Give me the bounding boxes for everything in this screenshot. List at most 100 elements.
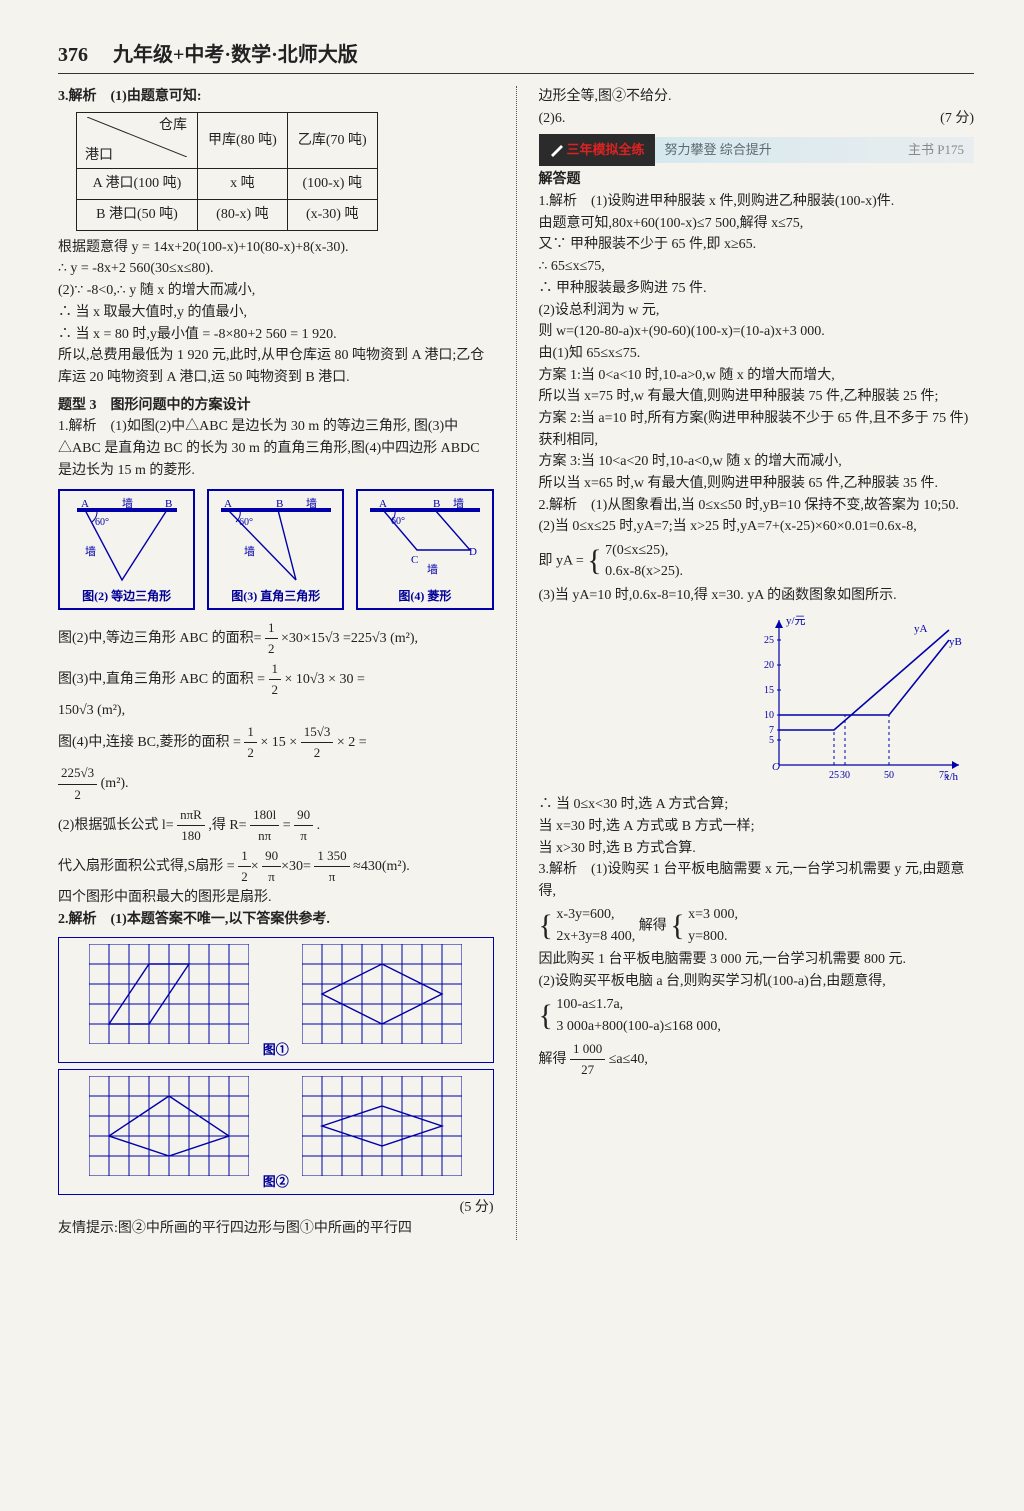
banner-mid: 努力攀登 综合提升: [655, 140, 909, 160]
cA2: (100-x) 吨: [287, 169, 377, 200]
svg-text:75: 75: [939, 770, 949, 781]
svg-text:C: C: [411, 554, 418, 566]
svg-text:20: 20: [764, 660, 774, 671]
p1e: ∴ 甲种服装最多购进 75 件.: [539, 278, 975, 300]
l1: 根据题意得 y = 14x+20(100-x)+10(80-x)+8(x-30)…: [58, 237, 494, 259]
figure-row: A B C 60° 墙 墙 图(2) 等边三角形 A: [58, 489, 494, 610]
sec3-title: 题型 3 图形问题中的方案设计: [58, 395, 494, 417]
area1: 图(2)中,等边三角形 ABC 的面积= 12 ×30×15√3 =225√3 …: [58, 618, 494, 659]
svg-text:墙: 墙: [306, 496, 317, 510]
cB1: (80-x) 吨: [198, 200, 288, 231]
svg-text:A: A: [81, 498, 89, 510]
p2e: ∴ 当 0≤x<30 时,选 A 方式合算;: [539, 794, 975, 816]
page-title: 九年级+中考·数学·北师大版: [113, 44, 358, 66]
diag-bot: 港口: [85, 145, 113, 167]
area3: 图(4)中,连接 BC,菱形的面积 = 12 × 15 × 15√32 × 2 …: [58, 722, 494, 763]
top1: 边形全等,图②不给分.: [539, 86, 975, 108]
grid2b: [302, 1076, 462, 1176]
ineq2: 3 000a+800(100-a)≤168 000,: [556, 1016, 721, 1038]
p2g: 当 x>30 时,选 B 方式合算.: [539, 838, 975, 860]
svg-text:60°: 60°: [391, 516, 405, 527]
right-column: 边形全等,图②不给分. (2)6. (7 分) 三年模拟全练 努力攀登 综合提升…: [539, 86, 975, 1240]
pencil-icon: [549, 143, 563, 157]
figcap4: 图(4) 菱形: [398, 587, 451, 606]
p1g: 则 w=(120-80-a)x+(90-60)(100-x)=(10-a)x+3…: [539, 321, 975, 343]
p2b: (2)当 0≤x≤25 时,yA=7;当 x>25 时,yA=7+(x-25)×…: [539, 516, 975, 538]
p1m: 所以当 x=65 时,w 有最大值,则购进甲种服装 65 件,乙种服装 35 件…: [539, 473, 975, 495]
svg-text:10: 10: [764, 710, 774, 721]
ar-last: 四个图形中面积最大的图形是扇形.: [58, 887, 494, 909]
gridcap2: 图②: [59, 1172, 493, 1192]
p1a: 1.解析 (1)设购进甲种服装 x 件,则购进乙种服装(100-x)件.: [539, 191, 975, 213]
svg-text:B: B: [276, 498, 283, 510]
l3: (2)∵ -8<0,∴ y 随 x 的增大而减小,: [58, 280, 494, 302]
diag-header: 仓库 港口: [77, 112, 198, 169]
svg-text:5: 5: [769, 735, 774, 746]
grid1b: [302, 944, 462, 1044]
col1: 甲库(80 吨): [198, 112, 288, 169]
page-number: 376: [58, 44, 88, 66]
svg-text:30: 30: [840, 770, 850, 781]
diag-top: 仓库: [159, 115, 187, 137]
svg-text:墙: 墙: [122, 496, 133, 510]
p3f: 解得 1 00027 ≤a≤40,: [539, 1039, 975, 1080]
fig3: A B C 60° 墙 墙 图(3) 直角三角形: [207, 489, 344, 610]
p2a: 2.解析 (1)从图象看出,当 0≤x≤50 时,yB=10 保持不变,故答案为…: [539, 495, 975, 517]
eq3: x=3 000,: [688, 904, 738, 926]
hint: 友情提示:图②中所画的平行四边形与图①中所画的平行四: [58, 1218, 494, 1240]
l6: 所以,总费用最低为 1 920 元,此时,从甲仓库运 80 吨物资到 A 港口;…: [58, 345, 494, 388]
col2: 乙库(70 吨): [287, 112, 377, 169]
svg-text:y/元: y/元: [786, 615, 806, 627]
p3a: 3.解析 (1)设购买 1 台平板电脑需要 x 元,一台学习机需要 y 元,由题…: [539, 859, 975, 902]
banner-tab: 三年模拟全练: [539, 134, 655, 166]
eq-mid: 解得: [639, 918, 667, 933]
svg-text:O: O: [772, 761, 780, 773]
p2c: 即 yA = { 7(0≤x≤25), 0.6x-8(x>25).: [539, 538, 975, 585]
svg-text:墙: 墙: [85, 544, 96, 558]
eq4: y=800.: [688, 926, 738, 948]
grid-pair-2: 图②: [58, 1069, 494, 1195]
grid-pair-1: 图①: [58, 937, 494, 1063]
fig4: A B C D 60° 墙 墙 图(4) 菱形: [356, 489, 493, 610]
p3e: { 100-a≤1.7a, 3 000a+800(100-a)≤168 000,: [539, 993, 975, 1040]
svg-text:C: C: [117, 583, 124, 585]
svg-text:50: 50: [884, 770, 894, 781]
svg-text:25: 25: [764, 635, 774, 646]
area3d: 225√32 (m²).: [58, 763, 494, 804]
rowB: B 港口(50 吨): [77, 200, 198, 231]
sect: 代入扇形面积公式得,S扇形 = 12× 90π×30= 1 350π ≈430(…: [58, 846, 494, 887]
column-separator: [516, 86, 517, 1240]
l2: ∴ y = -8x+2 560(30≤x≤80).: [58, 258, 494, 280]
eq2: 2x+3y=8 400,: [556, 926, 635, 948]
p1c: 又∵ 甲种服装不少于 65 件,即 x≥65.: [539, 234, 975, 256]
svg-text:A: A: [224, 498, 232, 510]
svg-text:B: B: [433, 498, 440, 510]
svg-text:7: 7: [769, 725, 774, 736]
svg-text:15: 15: [764, 685, 774, 696]
area2: 图(3)中,直角三角形 ABC 的面积 = 12 × 10√3 × 30 =: [58, 659, 494, 700]
svg-text:25: 25: [829, 770, 839, 781]
q2: 2.解析 (1)本题答案不唯一,以下答案供参考.: [58, 909, 494, 931]
top2-score: (7 分): [940, 108, 974, 130]
warehouse-table: 仓库 港口 甲库(80 吨) 乙库(70 吨) A 港口(100 吨) x 吨 …: [76, 112, 378, 231]
eq1: x-3y=600,: [556, 904, 635, 926]
top2: (2)6.: [539, 108, 566, 130]
svg-text:C: C: [294, 583, 301, 585]
hdt: 解答题: [539, 169, 975, 191]
piece1: 7(0≤x≤25),: [605, 540, 683, 562]
banner-title: 三年模拟全练: [567, 140, 645, 160]
area2c: 150√3 (m²),: [58, 700, 494, 722]
section-banner: 三年模拟全练 努力攀登 综合提升 主书 P175: [539, 137, 975, 163]
svg-text:yA: yA: [914, 623, 928, 635]
cB2: (x-30) 吨: [287, 200, 377, 231]
l4: ∴ 当 x 取最大值时,y 的值最小,: [58, 302, 494, 324]
p1i: 方案 1:当 0<a<10 时,10-a>0,w 随 x 的增大而增大,: [539, 365, 975, 387]
cA1: x 吨: [198, 169, 288, 200]
l5: ∴ 当 x = 80 时,y最小值 = -8×80+2 560 = 1 920.: [58, 324, 494, 346]
figcap3: 图(3) 直角三角形: [231, 587, 320, 606]
p3b: { x-3y=600, 2x+3y=8 400, 解得 { x=3 000, y…: [539, 903, 975, 950]
p1d: ∴ 65≤x≤75,: [539, 256, 975, 278]
svg-text:墙: 墙: [453, 496, 464, 510]
svg-text:B: B: [165, 498, 172, 510]
p1l: 方案 3:当 10<a<20 时,10-a<0,w 随 x 的增大而减小,: [539, 451, 975, 473]
